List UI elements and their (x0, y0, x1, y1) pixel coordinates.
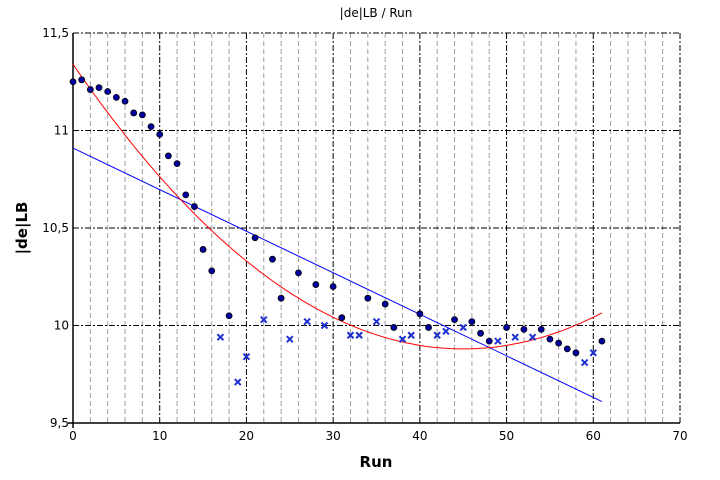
data-point (156, 130, 164, 138)
x-tick-label: 60 (586, 429, 601, 443)
data-point-cross (442, 327, 450, 336)
data-point (537, 325, 545, 333)
data-point (208, 267, 216, 275)
data-point (563, 345, 571, 353)
data-point (555, 339, 562, 347)
data-point (147, 123, 155, 130)
x-tick-label: 50 (499, 429, 514, 443)
data-point (477, 329, 484, 337)
data-point (78, 76, 86, 84)
x-tick-label: 20 (239, 429, 254, 443)
x-axis-label: Run (360, 453, 393, 471)
data-point-cross (372, 317, 381, 326)
data-point-cross (511, 333, 519, 341)
data-point-cross (320, 321, 329, 330)
data-point-cross (589, 349, 597, 357)
data-point (425, 324, 432, 331)
data-point-cross (580, 358, 589, 367)
y-axis-label: |de|LB (13, 202, 32, 255)
fit-lines (72, 63, 603, 403)
quadratic-fit-line (72, 63, 603, 350)
data-point (138, 111, 146, 119)
data-point (225, 312, 233, 320)
data-point-cross (407, 331, 415, 339)
data-point-cross (303, 317, 311, 326)
data-point-cross (433, 331, 441, 339)
x-tick-label: 10 (152, 429, 167, 443)
data-point-cross (528, 333, 537, 341)
x-tick-label: 0 (69, 429, 77, 443)
y-tick-label: 9,5 (50, 416, 69, 430)
y-tick-label: 10,5 (42, 221, 69, 235)
data-point (338, 314, 346, 322)
data-point (190, 203, 198, 210)
data-point (451, 316, 458, 324)
data-point (121, 97, 129, 105)
data-point (572, 349, 580, 357)
data-points (69, 76, 606, 386)
data-point (485, 337, 493, 345)
data-point (390, 324, 398, 331)
data-point-cross (286, 335, 294, 343)
data-point-cross (398, 335, 407, 343)
data-point-cross (260, 315, 268, 324)
data-point (182, 191, 190, 199)
data-point-cross (346, 331, 355, 339)
data-point (104, 88, 112, 95)
data-point (295, 269, 302, 277)
data-point (503, 324, 510, 331)
data-point (381, 300, 389, 308)
y-tick-label: 11,5 (42, 26, 69, 40)
data-point (468, 318, 476, 326)
data-point (277, 294, 285, 302)
data-point-cross (494, 337, 502, 345)
data-point (251, 234, 259, 242)
data-point (164, 152, 172, 160)
data-point-cross (459, 323, 467, 332)
data-point (112, 93, 120, 101)
x-tick-label: 40 (412, 429, 427, 443)
data-point (86, 86, 94, 93)
data-point-cross (234, 378, 242, 386)
data-point (69, 78, 77, 86)
data-point (269, 255, 276, 263)
data-point-cross (355, 331, 363, 339)
data-point (416, 310, 424, 318)
y-tick-label: 11 (54, 124, 69, 138)
data-point (520, 325, 528, 333)
data-point-cross (242, 352, 251, 361)
data-point (546, 335, 554, 343)
linear-fit-line (72, 147, 603, 403)
x-tick-label: 30 (326, 429, 341, 443)
data-point (598, 337, 606, 345)
chart-title: |de|LB / Run (340, 6, 413, 20)
data-point (329, 283, 337, 290)
data-point (130, 109, 138, 117)
data-point (95, 84, 103, 91)
grid (68, 32, 681, 428)
data-point (364, 294, 372, 302)
ticks: 0 10 20 30 40 50 60 70 9,5 10 10,5 11 11,5 (42, 26, 687, 443)
x-tick-label: 70 (672, 429, 687, 443)
data-point (199, 246, 207, 253)
data-point-cross (216, 333, 225, 341)
y-tick-label: 10 (54, 319, 69, 333)
data-point (173, 160, 181, 168)
data-point (312, 281, 320, 288)
